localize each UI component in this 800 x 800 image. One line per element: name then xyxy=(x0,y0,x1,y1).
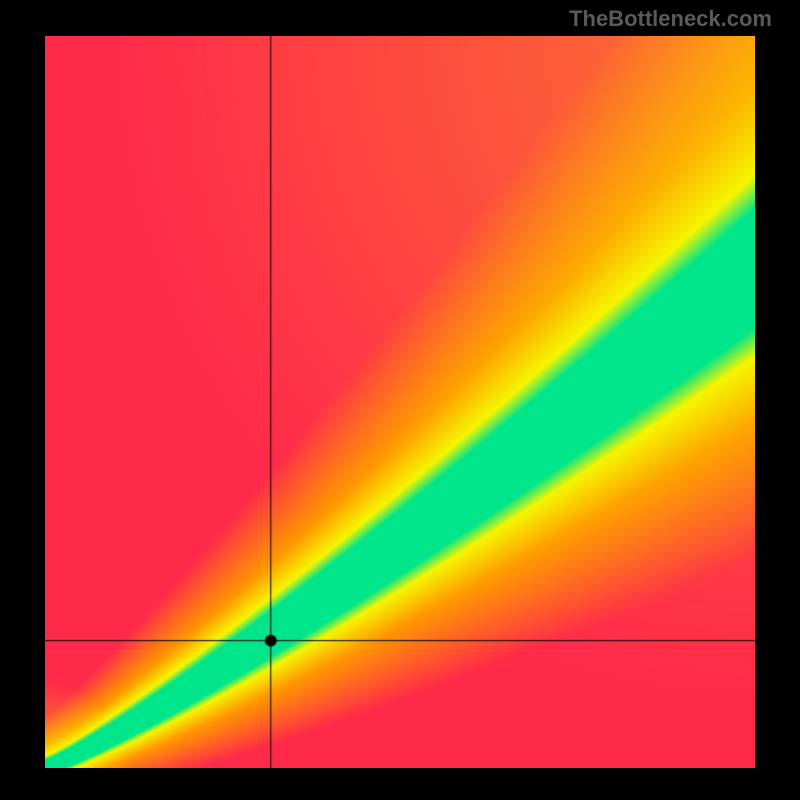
watermark-text: TheBottleneck.com xyxy=(569,6,772,32)
heatmap-chart xyxy=(45,36,755,768)
heatmap-canvas xyxy=(45,36,755,768)
chart-container: TheBottleneck.com xyxy=(0,0,800,800)
